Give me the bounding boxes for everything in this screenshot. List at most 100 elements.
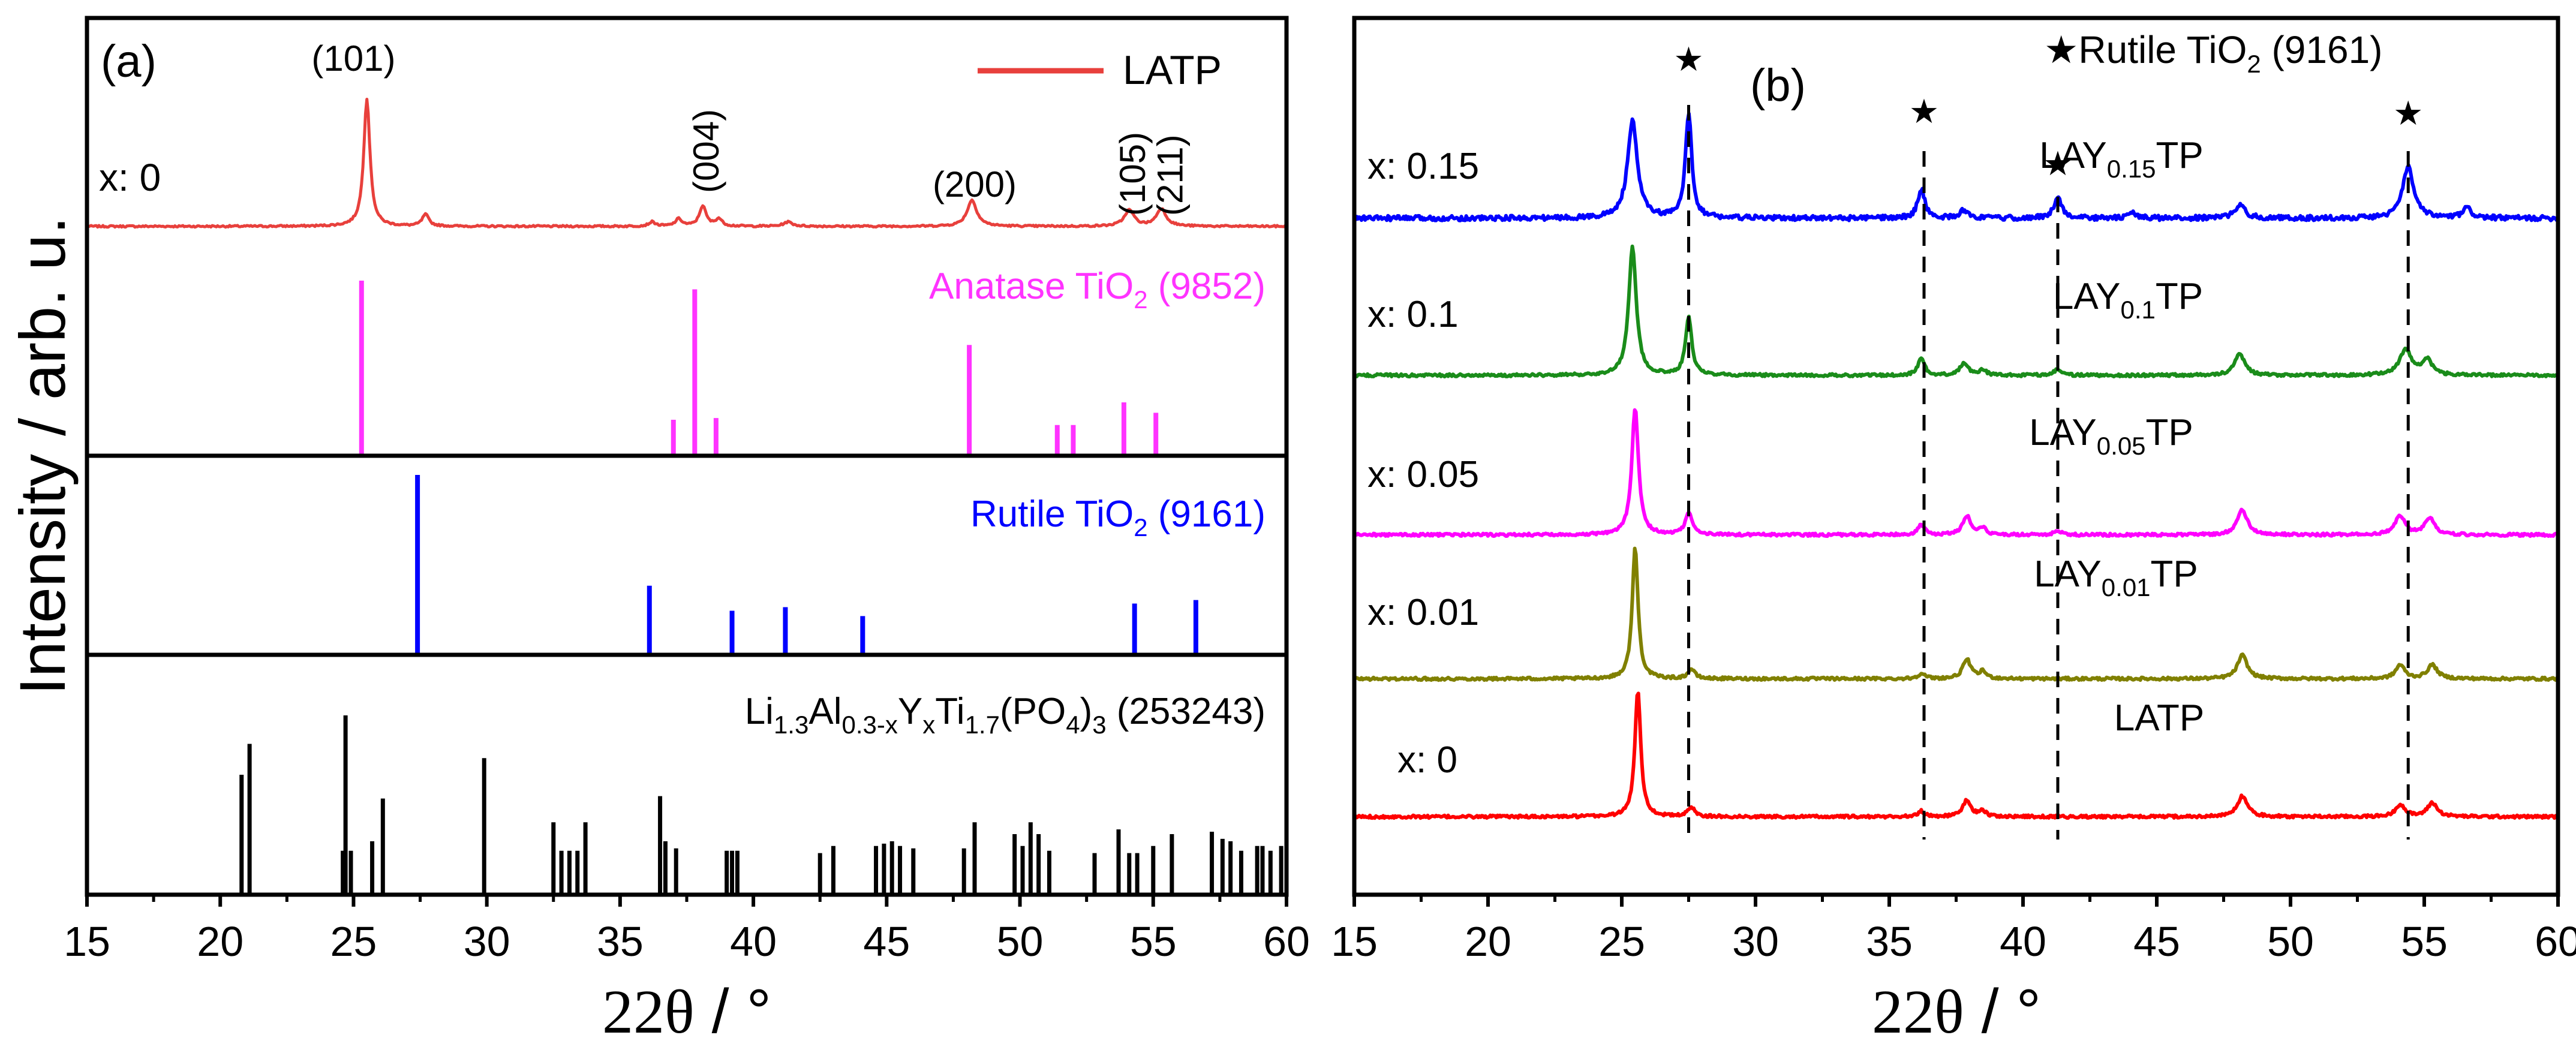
panel-a-theta-glyph: 2 — [602, 977, 633, 1046]
x-tick-label: 30 — [464, 918, 510, 965]
ref-ti: Ti — [935, 691, 964, 732]
ref-li: Li — [745, 691, 774, 732]
xrd-curve — [1354, 691, 2560, 820]
panel-a-x-ticks: 15 20 25 30 35 40 45 50 55 60 — [64, 895, 1310, 965]
x-tick-label: 25 — [330, 918, 377, 965]
ref-al: Al — [808, 691, 841, 732]
hkl-label: (105) — [1113, 132, 1153, 216]
rutile-star-marker: ★ — [2043, 145, 2073, 182]
series-name-tail: TP — [2151, 553, 2198, 595]
rutile-sticks-group — [415, 475, 1198, 654]
x-tick-label: 55 — [1130, 918, 1177, 965]
series-x-label: x: 0.1 — [1367, 294, 1459, 335]
series-name-sub: 0.01 — [2102, 573, 2151, 601]
panel-b-x-axis-label: 22θ / ° — [1872, 977, 2041, 1046]
ref-paren: ) — [1080, 691, 1093, 732]
anatase-label: Anatase TiO2 (9852) — [929, 266, 1266, 314]
latp-reference-label: Li1.3Al0.3-xYxTi1.7(PO4)3 (253243) — [745, 691, 1266, 739]
series-name-tail: TP — [2156, 135, 2204, 176]
x-tick-label: 45 — [2133, 918, 2180, 965]
x-tick-label: 30 — [1732, 918, 1779, 965]
series-x-label: x: 0 — [1397, 739, 1457, 781]
panel-b-legend: ★Rutile TiO2 (9161) — [2044, 28, 2382, 78]
x-tick-label: 15 — [64, 918, 110, 965]
hkl-label: (004) — [686, 109, 726, 193]
panel-a-theta: 2θ — [633, 977, 695, 1046]
rutile-label-sub: 2 — [1134, 513, 1147, 541]
panel-b-curves — [1352, 112, 2560, 820]
series-x-label: x: 0.01 — [1367, 592, 1479, 633]
x-tick-label: 40 — [730, 918, 777, 965]
series-name-main: LATP — [2114, 697, 2204, 739]
x-tick-label: 35 — [1866, 918, 1913, 965]
legend-star: ★ — [2044, 28, 2078, 71]
x-tick-label: 35 — [597, 918, 644, 965]
panel-b-x-ticks: 15 20 25 30 35 40 45 50 55 60 — [1331, 895, 2576, 965]
anatase-label-suffix: (9852) — [1148, 266, 1266, 307]
series-name-label: LAY0.01TP — [2034, 553, 2198, 601]
panel-a-unit: / ° — [695, 977, 771, 1046]
ref-y: Y — [898, 691, 922, 732]
x-tick-label: 60 — [1263, 918, 1310, 965]
panel-a-y-axis-label: Intensity / arb. u. — [6, 216, 79, 695]
ref-code: (253243) — [1107, 691, 1266, 732]
latp-reference-sticks-group — [239, 715, 1284, 893]
panel-a-x-axis-label: 22θ / ° — [602, 977, 771, 1046]
series-x-label: x: 0.05 — [1367, 454, 1479, 495]
legend-sub: 2 — [2247, 50, 2261, 78]
x-tick-label: 20 — [197, 918, 244, 965]
panel-b-theta: 2θ — [1903, 977, 1964, 1046]
x-tick-label: 60 — [2535, 918, 2576, 965]
rutile-star-marker: ★ — [1909, 92, 1939, 130]
ref-po: (PO — [1000, 691, 1066, 732]
x-tick-label: 40 — [2000, 918, 2046, 965]
xrd-curve — [1354, 408, 2559, 538]
ref-po-sub: 4 — [1066, 711, 1080, 739]
ref-paren-sub: 3 — [1092, 711, 1106, 739]
hkl-label: (101) — [311, 38, 395, 79]
panel-b-frame — [1352, 16, 2560, 897]
hkl-labels: (101) (004) (200) (105)(211) — [311, 38, 1190, 216]
series-name-main: LAY — [2039, 135, 2107, 176]
x-tick-label: 50 — [2267, 918, 2314, 965]
panel-b: ★★★★ 15 20 25 30 35 40 45 50 55 60 (b) ★Rutile Ti… — [1331, 16, 2576, 1046]
series-name-label: LATP — [2114, 697, 2204, 739]
rutile-star-marker: ★ — [2393, 94, 2423, 132]
panel-b-theta-glyph: 2 — [1872, 977, 1903, 1046]
series-name-label: LAY0.15TP — [2039, 135, 2204, 183]
xrd-curve — [1352, 112, 2559, 222]
x-tick-label: 20 — [1465, 918, 1511, 965]
series-name-main: LAY — [2029, 412, 2097, 453]
x-tick-label: 45 — [863, 918, 910, 965]
ref-li-sub: 1.3 — [774, 711, 808, 739]
latp-pattern-group — [86, 98, 1288, 229]
ref-al-sub: 0.3-x — [841, 711, 897, 739]
series-name-sub: 0.1 — [2120, 296, 2155, 324]
panel-a-x0-label: x: 0 — [99, 156, 161, 199]
x-tick-label: 15 — [1331, 918, 1378, 965]
anatase-label-prefix: Anatase TiO — [929, 266, 1134, 307]
series-name-main: LAY — [2034, 553, 2102, 595]
series-name-tail: TP — [2146, 412, 2193, 453]
series-name-label: LAY0.05TP — [2029, 412, 2193, 460]
series-name-sub: 0.15 — [2107, 155, 2156, 183]
series-x-label: x: 0.15 — [1367, 146, 1479, 187]
series-name-tail: TP — [2156, 276, 2203, 317]
hkl-label: (211) — [1150, 134, 1190, 216]
rutile-star-markers: ★ ★ ★ ★ — [1673, 40, 2423, 182]
panel-b-unit: / ° — [1964, 977, 2041, 1046]
series-name-label: LAY0.1TP — [2053, 276, 2203, 324]
latp-pattern-curve — [86, 98, 1288, 229]
series-name-main: LAY — [2053, 276, 2121, 317]
panel-a-label: (a) — [101, 36, 157, 87]
anatase-sticks-group — [359, 281, 1159, 455]
legend-suffix: (9161) — [2261, 28, 2383, 71]
panel-b-label: (b) — [1750, 60, 1806, 111]
rutile-dashed-markers — [1687, 105, 2410, 840]
x-tick-label: 50 — [997, 918, 1044, 965]
hkl-label: (200) — [933, 164, 1017, 204]
legend-prefix: Rutile TiO — [2078, 28, 2247, 71]
ref-y-sub: x — [922, 711, 935, 739]
